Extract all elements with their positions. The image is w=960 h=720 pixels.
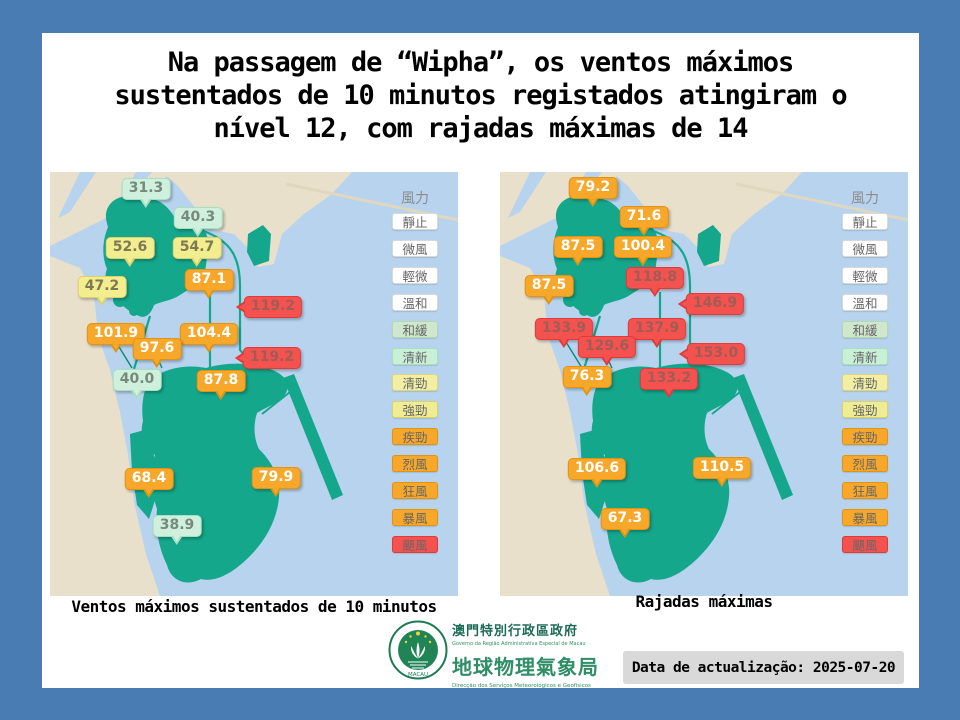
legend-item: 微風 [392, 239, 438, 257]
wind-badge: 137.9 [627, 318, 687, 340]
legend-item: 疾勁 [842, 428, 888, 446]
wind-badge: 71.6 [619, 206, 669, 228]
legend-item: 烈風 [842, 455, 888, 473]
page-title: Na passagem de “Wipha”, os ventos máximo… [42, 46, 919, 145]
wind-badge: 153.0 [686, 343, 746, 365]
smg-logo-text: 澳門特別行政區政府 Governo da Região Administrati… [452, 620, 642, 689]
wind-badge: 52.6 [105, 237, 155, 259]
wind-badge: 54.7 [172, 237, 222, 259]
logo-text: MACAU [408, 672, 428, 678]
title-line-2: sustentados de 10 minutos registados ati… [114, 80, 847, 111]
legend-item: 烈風 [392, 455, 438, 473]
wind-badge: 133.9 [534, 318, 594, 340]
title-line-3: nível 12, com rajadas máximas de 14 [213, 113, 749, 144]
wind-badge: 118.8 [625, 267, 685, 289]
smg-logo-emblem: MACAU [388, 620, 448, 680]
wind-badge: 106.6 [567, 458, 627, 480]
map-panel-gusts: 風力 靜止微風輕微溫和和緩清新清勁強勁疾勁烈風狂風暴風颶風 79.2 71.6 87.… [500, 172, 908, 596]
wind-badge: 67.3 [600, 508, 650, 530]
wind-force-legend-header: 風力 [401, 191, 429, 207]
org-name-cn: 地球物理氣象局 [452, 655, 599, 679]
wind-badge: 101.9 [86, 323, 146, 345]
legend-item: 強勁 [392, 401, 438, 419]
caption-gusts: Rajadas máximas [635, 592, 774, 611]
caption-sustained-winds: Ventos máximos sustentados de 10 minutos [71, 597, 437, 616]
wind-badge: 79.2 [568, 177, 618, 199]
wind-badge: 68.4 [124, 468, 174, 490]
legend-item: 靜止 [842, 213, 888, 230]
org-name-gov-pt: Governo da Região Administrativa Especia… [452, 641, 586, 647]
legend-item: 溫和 [392, 293, 438, 311]
wind-badge: 100.4 [613, 236, 673, 258]
wind-badge: 119.2 [242, 347, 302, 369]
legend-item: 溫和 [842, 293, 888, 311]
legend-item: 清新 [842, 347, 888, 365]
wind-badge: 97.6 [132, 338, 182, 360]
legend-item: 颶風 [842, 535, 888, 553]
wind-badge: 87.8 [196, 370, 246, 392]
legend-item: 強勁 [842, 401, 888, 419]
org-name-gov-cn: 澳門特別行政區政府 [452, 624, 579, 639]
wind-badge: 79.9 [251, 467, 301, 489]
wind-force-legend-header: 風力 [851, 191, 879, 207]
legend-item: 靜止 [392, 213, 438, 230]
update-date-box: Data de actualização: 2025-07-20 [623, 651, 904, 684]
legend-item: 暴風 [842, 508, 888, 526]
wind-badge: 119.2 [243, 296, 303, 318]
title-line-1: Na passagem de “Wipha”, os ventos máximo… [167, 47, 794, 78]
legend-item: 疾勁 [392, 428, 438, 446]
wind-badge: 47.2 [77, 276, 127, 298]
legend-item: 和緩 [392, 320, 438, 338]
wind-badge: 31.3 [121, 178, 171, 200]
map-panel-sustained-winds: 風力 靜止微風輕微溫和和緩清新清勁強勁疾勁烈風狂風暴風颶風 31.3 40.3 52.… [50, 172, 458, 596]
legend-item: 清勁 [842, 374, 888, 392]
wind-badge: 76.3 [562, 366, 612, 388]
legend-item: 狂風 [392, 482, 438, 499]
legend-item: 暴風 [392, 508, 438, 526]
org-name-pt: Direcção dos Serviços Meteorológicos e G… [452, 683, 591, 689]
wind-badge: 87.1 [184, 269, 234, 291]
legend-item: 清新 [392, 347, 438, 365]
wind-badge: 38.9 [152, 515, 202, 537]
wind-badge: 104.4 [179, 323, 239, 345]
legend-item: 輕微 [842, 266, 888, 284]
wind-badge: 87.5 [524, 275, 574, 297]
wind-badge: 146.9 [685, 293, 745, 315]
wind-badge: 133.2 [639, 368, 699, 390]
wind-badge: 40.0 [112, 369, 162, 391]
legend-item: 狂風 [842, 482, 888, 499]
wind-badge: 87.5 [553, 236, 603, 258]
legend-item: 清勁 [392, 374, 438, 392]
legend-item: 和緩 [842, 320, 888, 338]
wind-badge: 110.5 [692, 457, 752, 479]
legend-item: 颶風 [392, 535, 438, 553]
legend-item: 輕微 [392, 266, 438, 284]
wind-badge: 40.3 [173, 207, 223, 229]
legend-item: 微風 [842, 239, 888, 257]
wind-badge: 129.6 [577, 336, 637, 358]
